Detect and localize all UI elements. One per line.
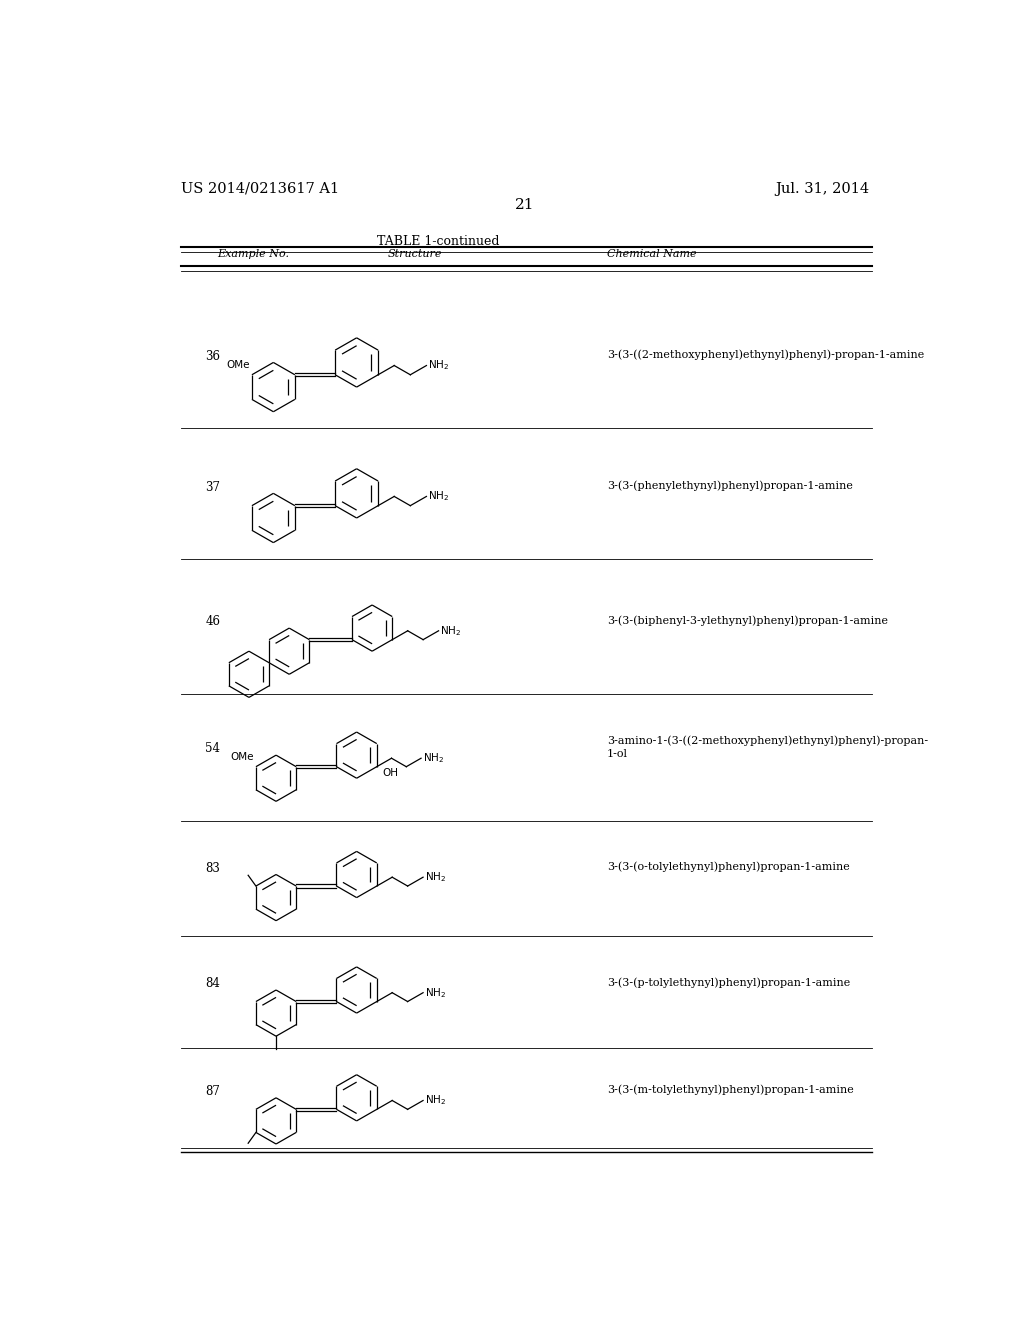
Text: OH: OH — [382, 768, 398, 779]
Text: OMe: OMe — [227, 360, 250, 370]
Text: NH$_2$: NH$_2$ — [425, 986, 445, 999]
Text: 83: 83 — [206, 862, 220, 875]
Text: Structure: Structure — [387, 249, 442, 259]
Text: 3-(3-(p-tolylethynyl)phenyl)propan-1-amine: 3-(3-(p-tolylethynyl)phenyl)propan-1-ami… — [607, 977, 850, 987]
Text: 3-(3-((2-methoxyphenyl)ethynyl)phenyl)-propan-1-amine: 3-(3-((2-methoxyphenyl)ethynyl)phenyl)-p… — [607, 350, 925, 360]
Text: 3-(3-(o-tolylethynyl)phenyl)propan-1-amine: 3-(3-(o-tolylethynyl)phenyl)propan-1-ami… — [607, 862, 850, 873]
Text: US 2014/0213617 A1: US 2014/0213617 A1 — [180, 182, 339, 195]
Text: 87: 87 — [206, 1085, 220, 1098]
Text: 3-amino-1-(3-((2-methoxyphenyl)ethynyl)phenyl)-propan-
1-ol: 3-amino-1-(3-((2-methoxyphenyl)ethynyl)p… — [607, 735, 928, 759]
Text: OMe: OMe — [230, 752, 254, 762]
Text: 3-(3-(m-tolylethynyl)phenyl)propan-1-amine: 3-(3-(m-tolylethynyl)phenyl)propan-1-ami… — [607, 1085, 854, 1096]
Text: 37: 37 — [206, 480, 220, 494]
Text: Example No.: Example No. — [217, 249, 289, 259]
Text: Jul. 31, 2014: Jul. 31, 2014 — [775, 182, 869, 195]
Text: NH$_2$: NH$_2$ — [423, 751, 443, 766]
Text: 3-(3-(phenylethynyl)phenyl)propan-1-amine: 3-(3-(phenylethynyl)phenyl)propan-1-amin… — [607, 480, 853, 491]
Text: NH$_2$: NH$_2$ — [428, 359, 450, 372]
Text: 54: 54 — [206, 742, 220, 755]
Text: 21: 21 — [515, 198, 535, 213]
Text: NH$_2$: NH$_2$ — [425, 1093, 445, 1107]
Text: NH$_2$: NH$_2$ — [425, 870, 445, 884]
Text: Chemical Name: Chemical Name — [607, 249, 696, 259]
Text: NH$_2$: NH$_2$ — [428, 490, 450, 503]
Text: 84: 84 — [206, 977, 220, 990]
Text: 3-(3-(biphenyl-3-ylethynyl)phenyl)propan-1-amine: 3-(3-(biphenyl-3-ylethynyl)phenyl)propan… — [607, 615, 888, 626]
Text: 36: 36 — [206, 350, 220, 363]
Text: TABLE 1-continued: TABLE 1-continued — [377, 235, 500, 248]
Text: NH$_2$: NH$_2$ — [440, 624, 461, 638]
Text: 46: 46 — [206, 615, 220, 628]
